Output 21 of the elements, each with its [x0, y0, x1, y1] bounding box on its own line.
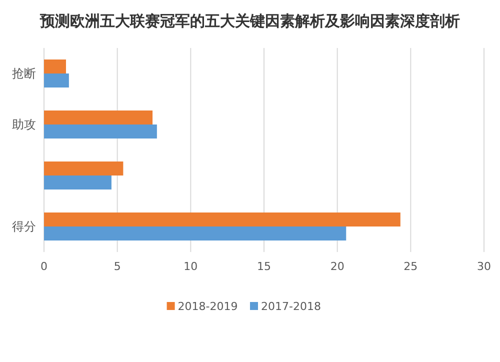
bar: [44, 60, 66, 74]
y-tick-label: 得分: [12, 220, 36, 234]
bar: [44, 74, 69, 88]
legend-label: 2017-2018: [261, 300, 321, 313]
bar: [44, 110, 153, 124]
x-tick-label: 0: [40, 260, 48, 273]
legend-label: 2018-2019: [178, 300, 238, 313]
bar: [44, 212, 400, 226]
x-tick-label: 20: [330, 260, 344, 273]
y-tick-label: 抢断: [12, 66, 36, 80]
chart-title: 预测欧洲五大联赛冠军的五大关键因素解析及影响因素深度剖析: [39, 12, 460, 30]
bar: [44, 124, 157, 138]
x-tick-label: 5: [114, 260, 121, 273]
y-tick-label: 助攻: [12, 118, 36, 132]
x-tick-label: 30: [477, 260, 491, 273]
x-tick-label: 15: [257, 260, 271, 273]
x-tick-label: 25: [404, 260, 418, 273]
bar: [44, 176, 112, 190]
bar: [44, 226, 346, 240]
x-tick-label: 10: [184, 260, 198, 273]
bar: [44, 162, 124, 176]
